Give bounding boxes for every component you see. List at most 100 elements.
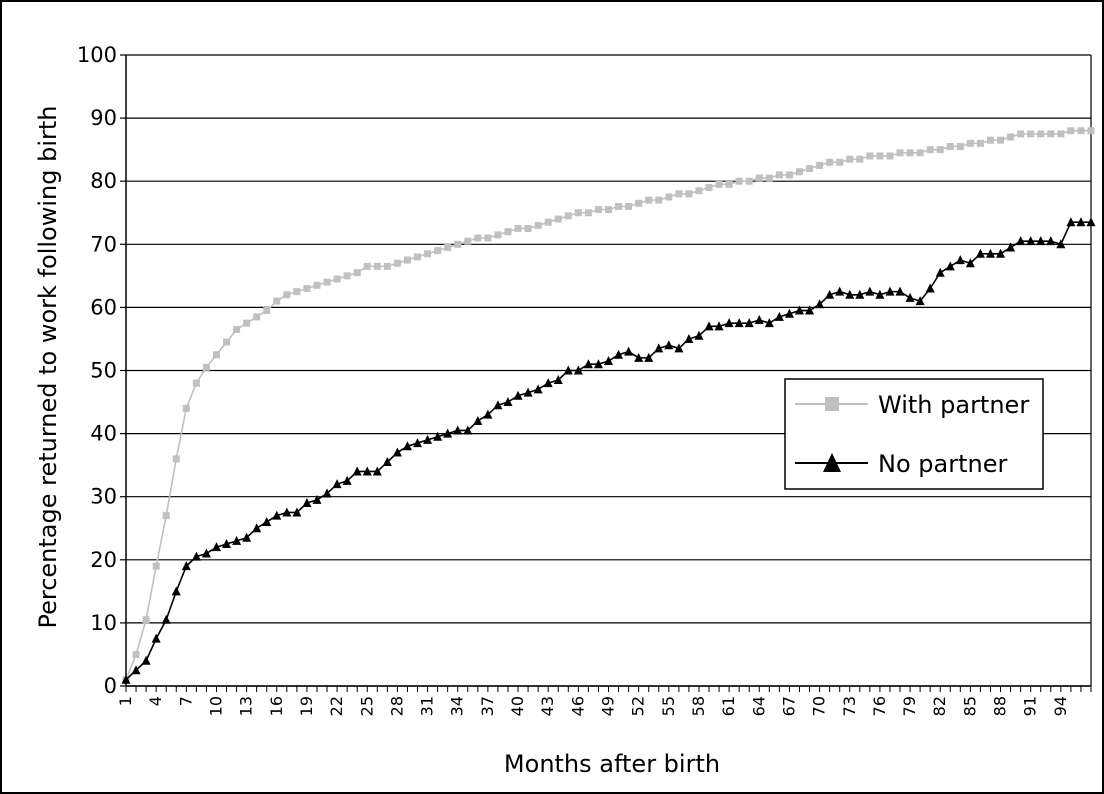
data-point-no-partner [694,330,704,340]
data-point-no-partner [624,346,634,356]
y-tick-label: 90 [90,106,117,130]
data-point-with-partner [253,313,261,321]
x-tick-label: 79 [900,696,919,716]
data-point-no-partner [543,378,553,388]
data-point-with-partner [454,240,462,248]
x-tick-label: 91 [1021,696,1040,716]
data-point-with-partner [785,171,793,179]
data-point-no-partner [935,267,945,277]
data-point-no-partner [242,532,252,542]
x-tick-label: 16 [267,696,286,716]
data-point-no-partner [553,374,563,384]
data-point-no-partner [171,586,181,596]
data-point-no-partner [443,428,453,438]
data-point-with-partner [966,139,974,147]
data-point-no-partner [604,356,613,366]
data-point-with-partner [162,512,170,520]
data-point-with-partner [132,650,140,658]
data-point-with-partner [283,291,291,299]
x-tick-label: 49 [599,696,618,716]
data-point-with-partner [202,363,210,371]
data-point-no-partner [955,255,965,265]
data-point-no-partner [433,431,443,441]
data-point-no-partner [463,425,473,435]
data-point-no-partner [865,286,875,296]
x-tick-label: 4 [146,696,165,706]
series-with-partner [122,127,1095,684]
data-point-with-partner [152,562,160,570]
data-point-with-partner [765,174,773,182]
data-point-with-partner [243,319,251,327]
data-point-no-partner [985,248,995,258]
data-point-with-partner [363,262,371,270]
data-point-with-partner [444,243,452,251]
y-tick-label: 0 [104,674,117,698]
data-point-no-partner [704,321,714,331]
data-point-with-partner [866,152,874,160]
y-tick-label: 60 [90,295,117,319]
data-point-with-partner [936,146,944,154]
data-point-with-partner [836,158,844,166]
data-point-no-partner [141,655,151,665]
data-point-with-partner [534,221,542,229]
x-tick-label: 10 [206,696,225,716]
legend-marker-triangle [823,453,841,472]
data-point-no-partner [563,365,573,375]
data-point-with-partner [625,202,633,210]
data-point-no-partner [181,561,191,571]
x-tick-label: 85 [960,696,979,716]
x-tick-label: 73 [840,696,859,716]
data-point-no-partner [975,248,985,258]
data-point-with-partner [303,284,311,292]
data-point-no-partner [654,343,664,353]
data-point-with-partner [343,272,351,280]
data-point-no-partner [342,475,352,485]
data-point-with-partner [233,325,241,333]
data-point-with-partner [806,165,814,173]
data-point-no-partner [1036,236,1046,246]
data-point-with-partner [876,152,884,160]
data-point-with-partner [353,269,361,277]
data-point-no-partner [332,479,342,489]
data-point-no-partner [614,349,624,359]
x-tick-label: 40 [508,696,527,716]
data-point-with-partner [474,234,482,242]
data-point-with-partner [1007,133,1015,141]
x-tick-label: 82 [930,696,949,716]
data-point-with-partner [514,225,522,233]
x-tick-label: 28 [387,696,406,716]
x-tick-label: 64 [749,696,768,716]
data-point-with-partner [916,149,924,157]
data-point-with-partner [896,149,904,157]
data-point-with-partner [1047,130,1055,138]
data-point-no-partner [423,434,433,444]
data-point-with-partner [333,275,341,283]
data-point-no-partner [121,674,131,684]
data-point-with-partner [594,206,602,214]
data-point-with-partner [414,253,422,261]
data-point-no-partner [222,539,232,549]
data-point-no-partner [734,318,744,328]
data-point-with-partner [383,262,391,270]
data-point-with-partner [504,228,512,236]
x-tick-label: 31 [418,696,437,716]
data-point-with-partner [665,193,673,201]
data-point-no-partner [996,248,1006,258]
data-point-no-partner [352,466,362,476]
data-point-no-partner [322,488,332,498]
y-tick-label: 20 [90,548,117,572]
data-point-no-partner [392,447,402,457]
data-point-no-partner [845,289,855,299]
legend: With partner No partner [784,378,1044,490]
x-tick-label: 76 [870,696,889,716]
data-point-with-partner [172,455,180,463]
data-point-with-partner [906,149,914,157]
data-point-no-partner [292,507,302,517]
x-tick-label: 13 [237,696,256,716]
data-point-with-partner [1087,127,1095,135]
data-point-with-partner [635,199,643,207]
data-point-with-partner [1077,127,1085,135]
x-tick-label: 19 [297,696,316,716]
data-point-no-partner [302,498,312,508]
